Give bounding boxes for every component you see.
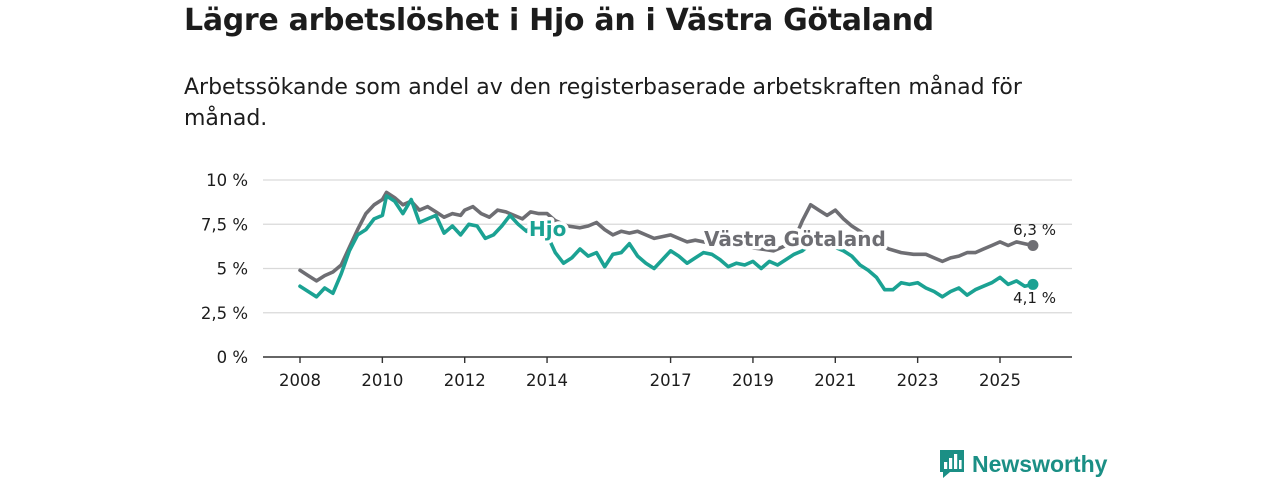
series-line-vastra-gotaland: [298, 190, 1035, 283]
y-tick-label: 5 %: [217, 260, 248, 279]
y-tick-label: 10 %: [206, 171, 248, 190]
bar-chart-icon: [940, 450, 964, 478]
y-tick-label: 7,5 %: [201, 215, 248, 234]
chart-series: [298, 190, 1039, 299]
chart-grid: [263, 179, 1072, 358]
brand-name: Newsworthy: [972, 450, 1108, 477]
x-tick-label: 2019: [732, 371, 774, 390]
x-tick-label: 2008: [279, 371, 321, 390]
series-label-hjo: Hjo: [529, 217, 566, 241]
x-axis: 2008 2010 2012 2014 2017 2019 2021 2023 2025: [279, 357, 1021, 390]
series-end-marker: [1027, 239, 1039, 251]
x-tick-label: 2023: [897, 371, 939, 390]
page-title: Lägre arbetslöshet i Hjo än i Västra Göt…: [184, 3, 934, 38]
y-tick-label: 0 %: [217, 348, 248, 367]
y-axis: 0 % 2,5 % 5 % 7,5 % 10 %: [201, 171, 248, 367]
x-tick-label: 2014: [526, 371, 568, 390]
x-tick-label: 2021: [814, 371, 856, 390]
x-tick-label: 2012: [444, 371, 486, 390]
x-tick-label: 2010: [361, 371, 403, 390]
x-tick-label: 2017: [650, 371, 692, 390]
end-value-label-hjo: 4,1 %: [1013, 289, 1056, 307]
x-tick-label: 2025: [979, 371, 1021, 390]
series-labels: Västra Götaland Hjo 6,3 % 4,1 %: [526, 214, 1057, 308]
chart-subtitle: Arbetssökande som andel av den registerb…: [184, 75, 1022, 131]
series-end-marker: [1027, 278, 1039, 290]
end-value-label-vastra-gotaland: 6,3 %: [1013, 221, 1056, 239]
y-tick-label: 2,5 %: [201, 304, 248, 323]
series-label-vastra-gotaland: Västra Götaland: [704, 227, 886, 251]
series-line-hjo: [298, 194, 1035, 299]
brand-logo: Newsworthy: [938, 448, 1107, 480]
